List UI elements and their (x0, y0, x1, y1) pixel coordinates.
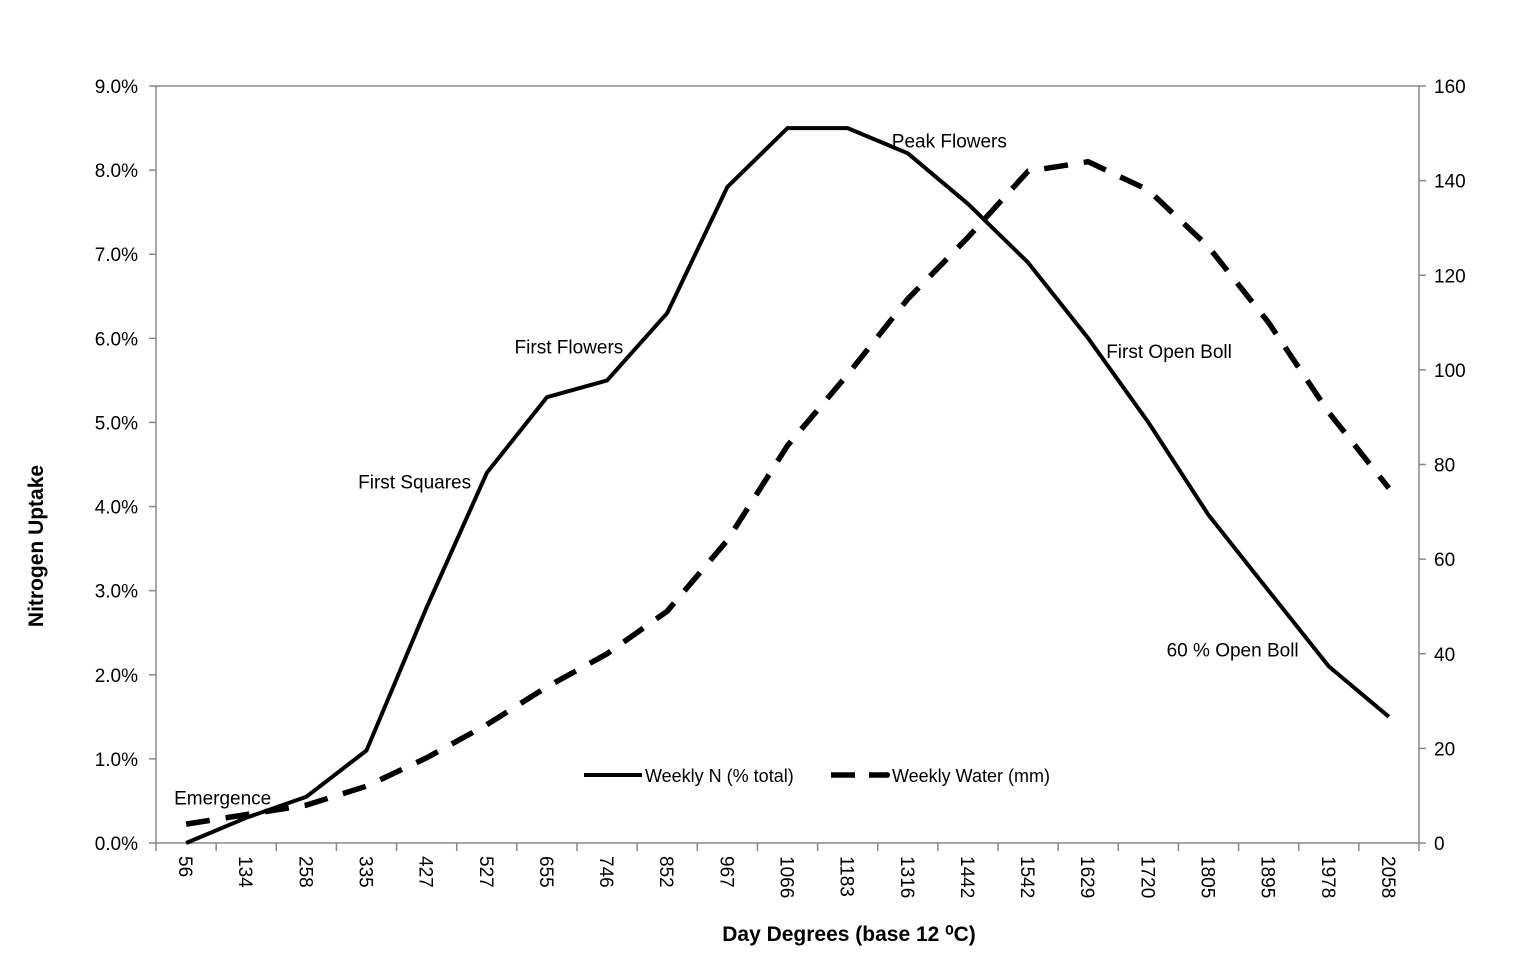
series-layer (185, 126, 1392, 845)
left-tick-label: 9.0% (95, 77, 138, 98)
x-tick-label: 1066 (776, 856, 797, 898)
series-line-water (185, 158, 1392, 827)
x-tick-label: 967 (715, 856, 736, 888)
x-tick-label: 427 (415, 856, 436, 888)
annotation-label: 60 % Open Boll (1167, 641, 1299, 662)
x-tick-label: 1720 (1136, 856, 1157, 898)
right-tick-label: 120 (1434, 266, 1466, 287)
legend: Weekly N (% total) Weekly Water (mm) (584, 766, 1050, 786)
annotation-label: First Flowers (515, 338, 624, 359)
x-tick-label: 1316 (896, 856, 917, 898)
left-tick-label: 4.0% (95, 498, 138, 519)
x-tick-label: 134 (234, 856, 255, 888)
left-tick-label: 7.0% (95, 245, 138, 266)
x-tick-label: 655 (535, 856, 556, 888)
right-tick-label: 60 (1434, 550, 1455, 571)
x-tick-label: 527 (475, 856, 496, 888)
x-tick-label: 1442 (956, 856, 977, 898)
left-tick-label: 0.0% (95, 834, 138, 855)
right-tick-label: 40 (1434, 645, 1455, 666)
right-tick-label: 100 (1434, 361, 1466, 382)
x-axis: 56 134 258 335 427 527 655 746 852 967 1066 1183 131… (155, 843, 1420, 898)
x-tick-label: 1542 (1016, 856, 1037, 898)
x-tick-label: 56 (174, 856, 195, 877)
left-tick-label: 2.0% (95, 666, 138, 687)
left-tick-label: 3.0% (95, 582, 138, 603)
legend-label-nitrogen: Weekly N (% total) (645, 766, 794, 786)
legend-marker-water (884, 772, 890, 778)
x-tick-label: 1629 (1076, 856, 1097, 898)
x-tick-label: 746 (595, 856, 616, 888)
left-tick-label: 8.0% (95, 161, 138, 182)
x-tick-label: 2058 (1377, 856, 1398, 898)
annotation-label: First Squares (358, 472, 471, 493)
x-tick-label: 1805 (1197, 856, 1218, 898)
right-tick-label: 20 (1434, 739, 1455, 760)
x-tick-label: 1183 (836, 856, 857, 897)
annotations: Emergence First Squares First Flowers Peak … (174, 132, 1299, 810)
left-axis: 0.0% 1.0% 2.0% 3.0% 4.0% 5.0% 6.0% 7.0% 8.0% 9.0% (95, 77, 156, 855)
x-tick-label: 852 (655, 856, 676, 888)
plot-area (155, 85, 1420, 844)
x-tick-label: 1895 (1257, 856, 1278, 898)
right-tick-label: 160 (1434, 77, 1466, 98)
x-tick-label: 258 (294, 856, 315, 888)
x-tick-label: 1978 (1317, 856, 1338, 898)
annotation-label: First Open Boll (1106, 342, 1232, 363)
left-tick-label: 5.0% (95, 413, 138, 434)
legend-label-water: Weekly Water (mm) (892, 766, 1050, 786)
right-tick-label: 140 (1434, 172, 1466, 193)
annotation-label: Emergence (174, 788, 271, 809)
annotation-label: Peak Flowers (892, 132, 1007, 153)
left-tick-label: 6.0% (95, 329, 138, 350)
y-axis-title: Nitrogen Uptake (25, 465, 48, 627)
right-tick-label: 80 (1434, 456, 1455, 477)
series-line-nitrogen (185, 126, 1391, 845)
x-tick-label: 335 (355, 856, 376, 888)
left-tick-label: 1.0% (95, 750, 138, 771)
right-axis: 0 20 40 60 80 100 120 140 160 (1419, 77, 1466, 855)
right-tick-label: 0 (1434, 834, 1445, 855)
x-axis-title: Day Degrees (base 12 ⁰C) (722, 923, 976, 946)
